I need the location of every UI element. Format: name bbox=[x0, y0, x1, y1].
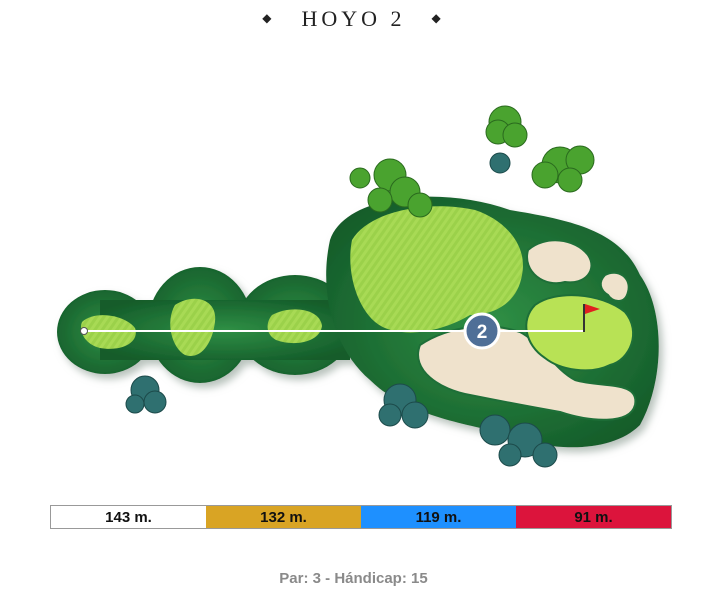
tee-blue-distance: 119 m. bbox=[415, 508, 462, 526]
hole-info: Par: 3 - Hándicap: 15 bbox=[279, 570, 428, 587]
putting-green bbox=[525, 294, 635, 372]
hole-map: 2 bbox=[57, 105, 659, 468]
tee-distances: 143 m. 132 m. 119 m. 91 m. bbox=[50, 505, 672, 529]
hole-number-badge: 2 bbox=[463, 312, 501, 350]
tee-blue: 119 m. bbox=[361, 506, 516, 528]
tee-white-distance: 143 m. bbox=[105, 508, 152, 526]
hole-title-text: HOYO 2 bbox=[301, 6, 406, 31]
flag-icon bbox=[583, 304, 600, 332]
hole-number-text: 2 bbox=[477, 322, 488, 343]
tee-red: 91 m. bbox=[516, 506, 671, 528]
diamond-right-icon: ◆ bbox=[431, 11, 445, 26]
tee-yellow: 132 m. bbox=[206, 506, 361, 528]
tee-red-distance: 91 m. bbox=[574, 508, 613, 526]
trees bbox=[125, 105, 595, 468]
hole-title: ◆ HOYO 2 ◆ bbox=[0, 6, 707, 32]
tee-white: 143 m. bbox=[51, 506, 206, 528]
diamond-left-icon: ◆ bbox=[262, 11, 276, 26]
tee-yellow-distance: 132 m. bbox=[260, 508, 307, 526]
fairway bbox=[80, 206, 523, 356]
tee-marker bbox=[80, 327, 88, 335]
